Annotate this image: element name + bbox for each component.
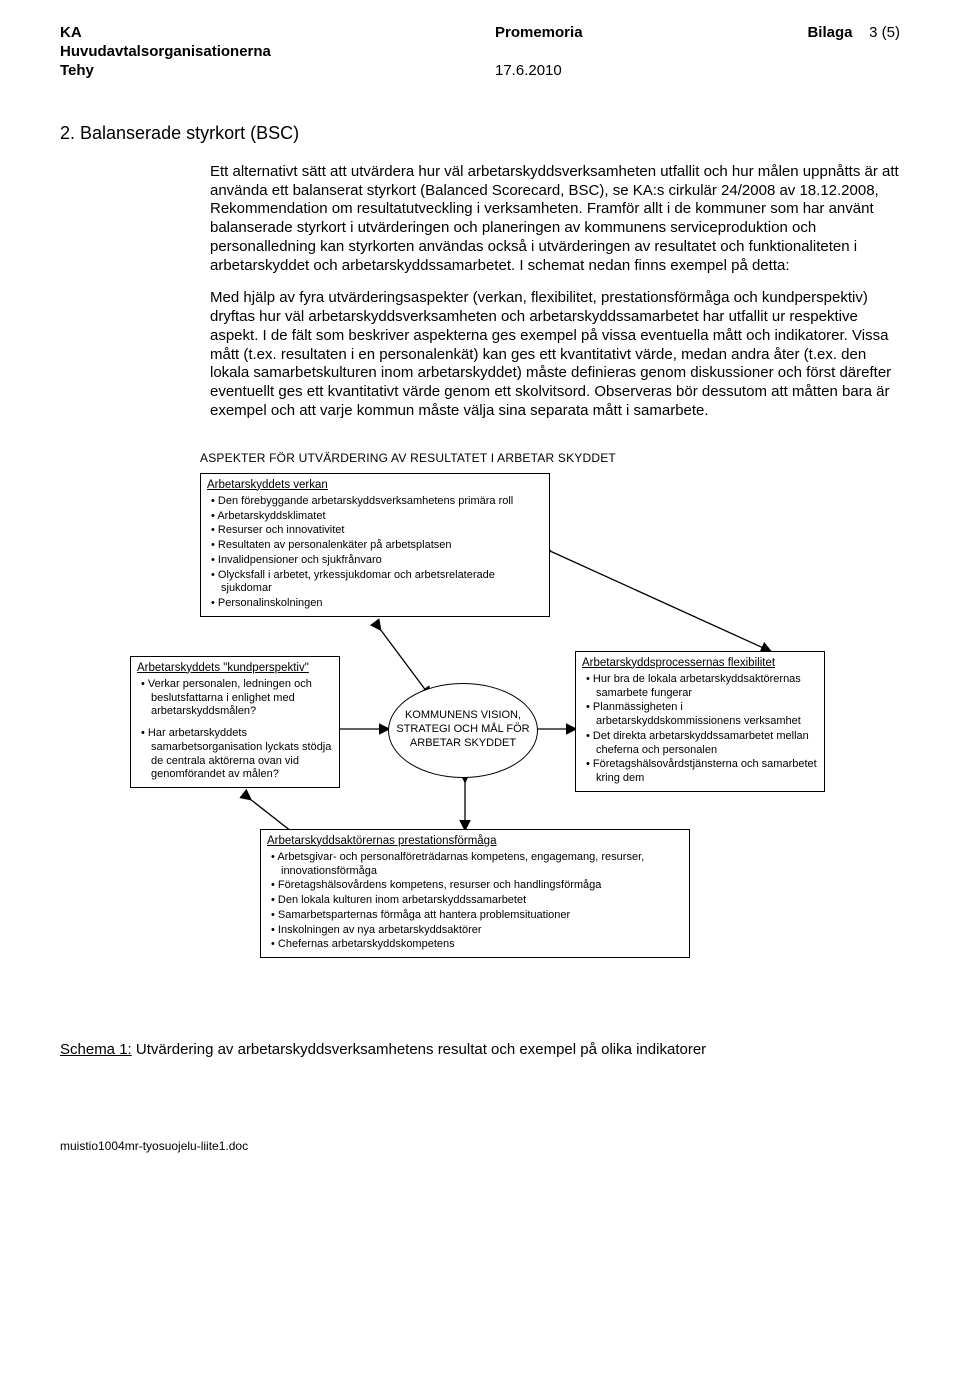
doc-type: Promemoria <box>325 24 760 43</box>
box-kund-list: Verkar personalen, ledningen och besluts… <box>137 678 333 782</box>
box-prest-list: Arbetsgivar- och personalföreträdarnas k… <box>267 851 683 952</box>
body-text: Ett alternativt sätt att utvärdera hur v… <box>60 163 900 421</box>
box-flex-title: Arbetarskyddsprocessernas flexibilitet <box>582 656 818 670</box>
caption-label: Schema 1: <box>60 1041 132 1058</box>
diagram-title: ASPEKTER FÖR UTVÄRDERING AV RESULTATET I… <box>130 451 830 466</box>
list-item: Resurser och innovativitet <box>211 524 543 538</box>
list-item: Arbetsgivar- och personalföreträdarnas k… <box>271 851 683 879</box>
box-verkan-title: Arbetarskyddets verkan <box>207 478 543 492</box>
list-item: Den förebyggande arbetarskyddsverksamhet… <box>211 495 543 509</box>
box-kundperspektiv: Arbetarskyddets "kundperspektiv" Verkar … <box>130 656 340 789</box>
section-heading: 2. Balanserade styrkort (BSC) <box>60 122 900 145</box>
box-verkan-list: Den förebyggande arbetarskyddsverksamhet… <box>207 495 543 611</box>
org-line2: Huvudavtalsorganisationerna <box>60 43 900 62</box>
caption-text: Utvärdering av arbetarskyddsverksamheten… <box>132 1041 706 1058</box>
list-item: Hur bra de lokala arbetarskyddsaktörerna… <box>586 673 818 701</box>
list-item: Företagshälsovårdens kompetens, resurser… <box>271 879 683 893</box>
list-item: Inskolningen av nya arbetarskyddsaktörer <box>271 924 683 938</box>
bsc-diagram: ASPEKTER FÖR UTVÄRDERING AV RESULTATET I… <box>130 451 830 1011</box>
attachment-label: Bilaga <box>807 24 852 41</box>
doc-footer: muistio1004mr-tyosuojelu-liite1.doc <box>60 1139 900 1154</box>
box-prest-title: Arbetarskyddsaktörernas prestationsförmå… <box>267 834 683 848</box>
list-item: Har arbetarskyddets samarbetsorganisatio… <box>141 727 333 782</box>
list-item: Det direkta arbetarskyddssamarbetet mell… <box>586 730 818 758</box>
list-item: Samarbetsparternas förmåga att hantera p… <box>271 909 683 923</box>
list-item: Planmässigheten i arbetarskyddskommissio… <box>586 701 818 729</box>
list-item: Personalinskolningen <box>211 597 543 611</box>
box-kund-title: Arbetarskyddets "kundperspektiv" <box>137 661 333 675</box>
org-line1: KA <box>60 24 325 43</box>
list-item: Invalidpensioner och sjukfrånvaro <box>211 554 543 568</box>
list-item: Chefernas arbetarskyddskompetens <box>271 938 683 952</box>
list-item: Den lokala kulturen inom arbetarskyddssa… <box>271 894 683 908</box>
list-item: Olycksfall i arbetet, yrkessjukdomar och… <box>211 569 543 597</box>
center-vision: KOMMUNENS VISION, STRATEGI OCH MÅL FÖR A… <box>388 683 538 778</box>
center-text: KOMMUNENS VISION, STRATEGI OCH MÅL FÖR A… <box>395 709 531 750</box>
list-item: Arbetarskyddsklimatet <box>211 510 543 524</box>
org-line3: Tehy <box>60 62 325 81</box>
box-prestation: Arbetarskyddsaktörernas prestationsförmå… <box>260 829 690 959</box>
box-flex-list: Hur bra de lokala arbetarskyddsaktörerna… <box>582 673 818 786</box>
figure-caption: Schema 1: Utvärdering av arbetarskyddsve… <box>60 1041 900 1060</box>
paragraph-2: Med hjälp av fyra utvärderingsaspekter (… <box>210 289 900 420</box>
list-item: Resultaten av personalenkäter på arbetsp… <box>211 539 543 553</box>
doc-date: 17.6.2010 <box>325 62 760 81</box>
box-flexibilitet: Arbetarskyddsprocessernas flexibilitet H… <box>575 651 825 792</box>
doc-header: KA Promemoria Bilaga 3 (5) Huvudavtalsor… <box>60 24 900 80</box>
box-verkan: Arbetarskyddets verkan Den förebyggande … <box>200 473 550 617</box>
paragraph-1: Ett alternativt sätt att utvärdera hur v… <box>210 163 900 276</box>
page-number: 3 (5) <box>869 24 900 41</box>
list-item: Företagshälsovårdstjänsterna och samarbe… <box>586 758 818 786</box>
list-item: Verkar personalen, ledningen och besluts… <box>141 678 333 719</box>
